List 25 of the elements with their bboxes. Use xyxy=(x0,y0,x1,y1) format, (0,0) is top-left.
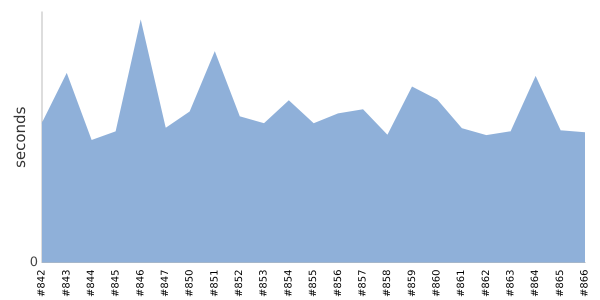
x-tick-label: #850 xyxy=(184,270,196,298)
x-tick-label: #866 xyxy=(580,270,591,298)
x-tick-label: #859 xyxy=(406,270,418,298)
x-tick-label: #852 xyxy=(234,270,246,298)
y-axis-title: seconds xyxy=(10,106,29,168)
x-tick-label: #843 xyxy=(61,270,72,298)
x-tick-label: #854 xyxy=(283,270,294,298)
x-tick-label: #845 xyxy=(110,270,122,298)
x-tick-label: #862 xyxy=(480,270,492,298)
x-tick-label: #861 xyxy=(456,270,468,298)
x-tick-label: #863 xyxy=(506,270,517,298)
x-tick-label: #847 xyxy=(160,270,172,298)
x-tick-label: #844 xyxy=(86,270,97,298)
x-tick-label: #853 xyxy=(258,270,270,298)
x-tick-label: #860 xyxy=(432,270,443,298)
x-tick-label: #855 xyxy=(308,270,320,298)
x-tick-label: #846 xyxy=(135,270,146,298)
x-tick-label: #851 xyxy=(209,270,220,298)
x-tick-label: #864 xyxy=(530,270,542,298)
x-tick-label: #856 xyxy=(332,270,344,298)
text: 0 xyxy=(30,254,38,270)
x-tick-label: #865 xyxy=(554,270,566,298)
x-tick-label: #857 xyxy=(357,270,368,298)
x-tick-label: #858 xyxy=(382,270,394,298)
x-tick-label: #842 xyxy=(36,270,48,298)
